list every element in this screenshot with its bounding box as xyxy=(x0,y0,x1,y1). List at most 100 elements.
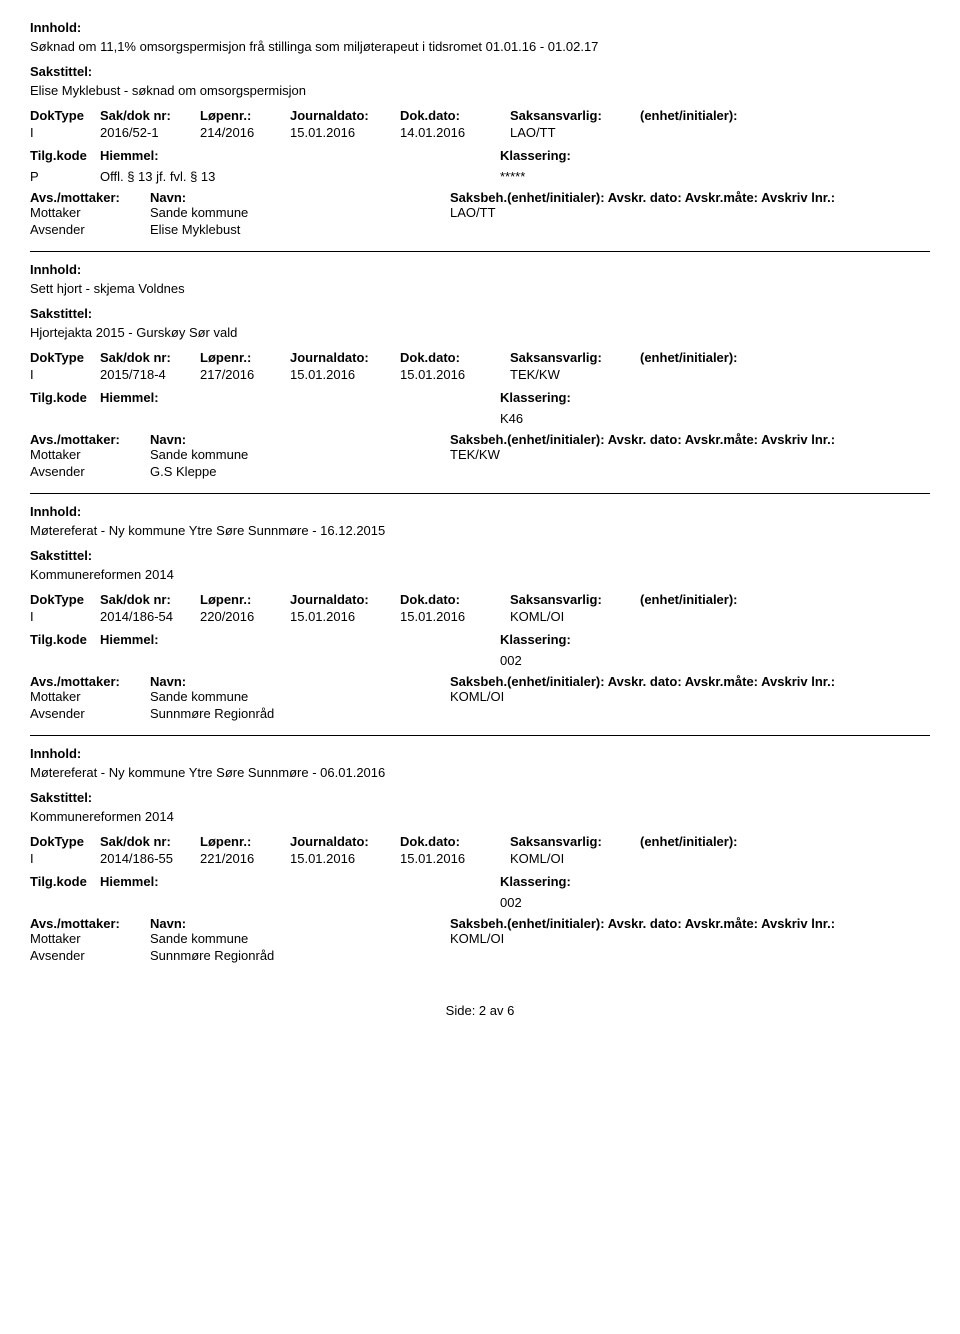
avs-header-row: Avs./mottaker: Navn: Saksbeh.(enhet/init… xyxy=(30,190,930,205)
doktype-val: I xyxy=(30,851,100,866)
hjemmel-val-row: K46 xyxy=(30,411,930,426)
lopenr-val: 221/2016 xyxy=(200,851,290,866)
sakdok-hdr: Sak/dok nr: xyxy=(100,834,200,849)
hjemmel-val: Offl. § 13 jf. fvl. § 13 xyxy=(100,169,450,184)
sakdok-val: 2016/52-1 xyxy=(100,125,200,140)
enhet-hdr: (enhet/initialer): xyxy=(640,108,840,123)
avsender-row: Avsender Elise Myklebust xyxy=(30,222,930,237)
innhold-text: Møtereferat - Ny kommune Ytre Søre Sunnm… xyxy=(30,765,930,780)
innhold-text: Søknad om 11,1% omsorgspermisjon frå sti… xyxy=(30,39,930,54)
avsender-row: Avsender Sunnmøre Regionråd xyxy=(30,948,930,963)
tilgkode-hdr: Tilg.kode xyxy=(30,874,100,889)
journaldato-hdr: Journaldato: xyxy=(290,350,400,365)
dokdato-val: 14.01.2016 xyxy=(400,125,510,140)
lopenr-hdr: Løpenr.: xyxy=(200,592,290,607)
records-container: Innhold: Søknad om 11,1% omsorgspermisjo… xyxy=(30,20,930,963)
dokdato-val: 15.01.2016 xyxy=(400,367,510,382)
record: Innhold: Søknad om 11,1% omsorgspermisjo… xyxy=(30,20,930,237)
dokdato-hdr: Dok.dato: xyxy=(400,108,510,123)
journaldato-val: 15.01.2016 xyxy=(290,367,400,382)
mottaker-label: Mottaker xyxy=(30,689,150,704)
avs-header-row: Avs./mottaker: Navn: Saksbeh.(enhet/init… xyxy=(30,916,930,931)
saksbeh-hdr: Saksbeh.(enhet/initialer): Avskr. dato: … xyxy=(450,190,930,205)
klassering-val: ***** xyxy=(500,169,930,184)
mottaker-row: Mottaker Sande kommune LAO/TT xyxy=(30,205,930,220)
saksbeh-hdr: Saksbeh.(enhet/initialer): Avskr. dato: … xyxy=(450,916,930,931)
navn-hdr: Navn: xyxy=(150,190,450,205)
enhet-hdr: (enhet/initialer): xyxy=(640,834,840,849)
innhold-text: Møtereferat - Ny kommune Ytre Søre Sunnm… xyxy=(30,523,930,538)
mottaker-row: Mottaker Sande kommune KOML/OI xyxy=(30,689,930,704)
saksansvarlig-hdr: Saksansvarlig: xyxy=(510,108,640,123)
hjemmel-hdr: Hiemmel: xyxy=(100,390,450,405)
doktype-hdr: DokType xyxy=(30,108,100,123)
saksbeh-hdr: Saksbeh.(enhet/initialer): Avskr. dato: … xyxy=(450,432,930,447)
mottaker-row: Mottaker Sande kommune TEK/KW xyxy=(30,447,930,462)
record-separator xyxy=(30,735,930,736)
doc-header-row: DokType Sak/dok nr: Løpenr.: Journaldato… xyxy=(30,350,930,365)
mottaker-navn: Sande kommune xyxy=(150,931,450,946)
sakstittel-text: Elise Myklebust - søknad om omsorgspermi… xyxy=(30,83,930,98)
avsender-navn: Sunnmøre Regionråd xyxy=(150,948,450,963)
record-separator xyxy=(30,251,930,252)
hjemmel-val-row: 002 xyxy=(30,653,930,668)
saksansvarlig-hdr: Saksansvarlig: xyxy=(510,592,640,607)
record-separator xyxy=(30,493,930,494)
saksansvarlig-val: KOML/OI xyxy=(510,609,640,624)
sakdok-hdr: Sak/dok nr: xyxy=(100,350,200,365)
avs-header-row: Avs./mottaker: Navn: Saksbeh.(enhet/init… xyxy=(30,432,930,447)
sakstittel-label: Sakstittel: xyxy=(30,64,930,79)
innhold-label: Innhold: xyxy=(30,262,930,277)
doc-value-row: I 2014/186-54 220/2016 15.01.2016 15.01.… xyxy=(30,609,930,624)
klassering-hdr: Klassering: xyxy=(500,390,930,405)
tilgkode-hdr: Tilg.kode xyxy=(30,148,100,163)
lopenr-val: 217/2016 xyxy=(200,367,290,382)
klassering-hdr: Klassering: xyxy=(500,632,930,647)
doc-header-row: DokType Sak/dok nr: Løpenr.: Journaldato… xyxy=(30,592,930,607)
doc-value-row: I 2016/52-1 214/2016 15.01.2016 14.01.20… xyxy=(30,125,930,140)
sakdok-val: 2014/186-54 xyxy=(100,609,200,624)
sakstittel-label: Sakstittel: xyxy=(30,306,930,321)
avsender-label: Avsender xyxy=(30,464,150,479)
doktype-hdr: DokType xyxy=(30,834,100,849)
hjemmel-row: Tilg.kode Hiemmel: Klassering: xyxy=(30,874,930,889)
navn-hdr: Navn: xyxy=(150,432,450,447)
doc-header-row: DokType Sak/dok nr: Løpenr.: Journaldato… xyxy=(30,834,930,849)
journaldato-hdr: Journaldato: xyxy=(290,834,400,849)
hjemmel-row: Tilg.kode Hiemmel: Klassering: xyxy=(30,390,930,405)
journaldato-val: 15.01.2016 xyxy=(290,851,400,866)
avsender-row: Avsender Sunnmøre Regionråd xyxy=(30,706,930,721)
avsmottaker-hdr: Avs./mottaker: xyxy=(30,674,150,689)
enhet-hdr: (enhet/initialer): xyxy=(640,350,840,365)
tilgkode-hdr: Tilg.kode xyxy=(30,390,100,405)
lopenr-val: 220/2016 xyxy=(200,609,290,624)
avsender-navn: G.S Kleppe xyxy=(150,464,450,479)
doc-value-row: I 2014/186-55 221/2016 15.01.2016 15.01.… xyxy=(30,851,930,866)
doc-header-row: DokType Sak/dok nr: Løpenr.: Journaldato… xyxy=(30,108,930,123)
lopenr-hdr: Løpenr.: xyxy=(200,108,290,123)
hjemmel-hdr: Hiemmel: xyxy=(100,148,450,163)
sakdok-hdr: Sak/dok nr: xyxy=(100,592,200,607)
dokdato-hdr: Dok.dato: xyxy=(400,834,510,849)
saksansvarlig-val: KOML/OI xyxy=(510,851,640,866)
hjemmel-val-row: 002 xyxy=(30,895,930,910)
saksansvarlig-hdr: Saksansvarlig: xyxy=(510,350,640,365)
record: Innhold: Møtereferat - Ny kommune Ytre S… xyxy=(30,746,930,963)
mottaker-label: Mottaker xyxy=(30,931,150,946)
hjemmel-val-row: P Offl. § 13 jf. fvl. § 13 ***** xyxy=(30,169,930,184)
mottaker-saksbeh: TEK/KW xyxy=(450,447,930,462)
mottaker-saksbeh: LAO/TT xyxy=(450,205,930,220)
sakstittel-text: Kommunereformen 2014 xyxy=(30,567,930,582)
klassering-hdr: Klassering: xyxy=(500,874,930,889)
klassering-val: K46 xyxy=(500,411,930,426)
avsmottaker-hdr: Avs./mottaker: xyxy=(30,432,150,447)
avsmottaker-hdr: Avs./mottaker: xyxy=(30,916,150,931)
mottaker-label: Mottaker xyxy=(30,205,150,220)
avs-header-row: Avs./mottaker: Navn: Saksbeh.(enhet/init… xyxy=(30,674,930,689)
hjemmel-hdr: Hiemmel: xyxy=(100,874,450,889)
klassering-val: 002 xyxy=(500,895,930,910)
avsender-navn: Sunnmøre Regionråd xyxy=(150,706,450,721)
dokdato-val: 15.01.2016 xyxy=(400,609,510,624)
doktype-hdr: DokType xyxy=(30,350,100,365)
saksbeh-hdr: Saksbeh.(enhet/initialer): Avskr. dato: … xyxy=(450,674,930,689)
